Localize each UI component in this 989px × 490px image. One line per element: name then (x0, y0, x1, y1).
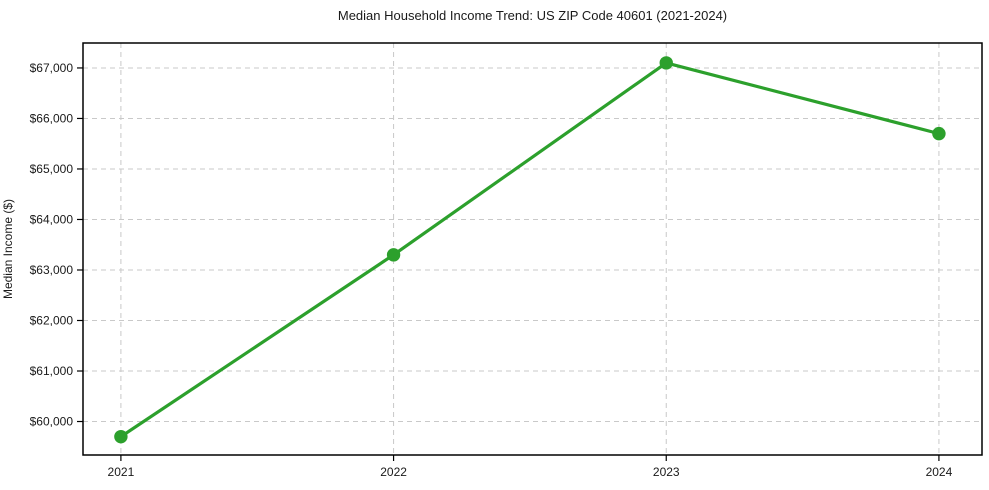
plot-border (82, 42, 983, 456)
trend-line (119, 61, 941, 439)
y-tick-label-64000: $64,000 (30, 212, 74, 226)
y-axis-title: Median Income ($) (1, 198, 15, 300)
y-tick-label-63000: $63,000 (30, 263, 74, 277)
x-tick-label-2024: 2024 (926, 465, 953, 479)
y-tick-label-60000: $60,000 (30, 415, 74, 429)
x-tick-label-2021: 2021 (108, 465, 135, 479)
data-point-2021 (114, 429, 128, 444)
data-point-2024 (932, 126, 946, 141)
y-tick-label-65000: $65,000 (30, 162, 74, 176)
chart-title: Median Household Income Trend: US ZIP Co… (337, 8, 728, 23)
y-tick-label-67000: $67,000 (30, 61, 74, 75)
y-tick-label-61000: $61,000 (30, 364, 74, 378)
y-tick-label-62000: $62,000 (30, 313, 74, 327)
x-tick-label-2022: 2022 (380, 465, 407, 479)
x-tick-label-2023: 2023 (653, 465, 680, 479)
data-point-2022 (386, 248, 401, 262)
data-point-2023 (659, 56, 673, 70)
y-tick-label-66000: $66,000 (30, 111, 74, 125)
